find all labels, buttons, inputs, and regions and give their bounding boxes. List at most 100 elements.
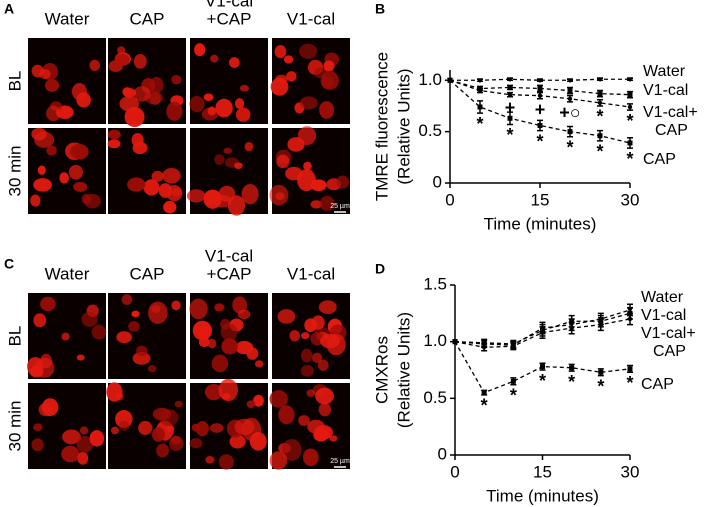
cell	[229, 57, 240, 68]
cell	[241, 184, 259, 205]
cell	[59, 172, 69, 184]
panel-label: B	[375, 1, 385, 17]
cell	[207, 338, 217, 349]
y-axis-label: (Relative Units)	[394, 68, 413, 184]
y-tick-label: 1.5	[423, 274, 447, 293]
cell	[234, 418, 255, 436]
panel-label: C	[4, 256, 14, 272]
cell	[234, 162, 243, 169]
cell	[310, 200, 323, 209]
cell	[196, 421, 209, 437]
cell	[107, 139, 121, 149]
y-axis-label: CMXRos	[372, 336, 391, 404]
point	[510, 378, 516, 384]
cell	[77, 451, 89, 465]
cell	[119, 420, 130, 431]
significance-marker: *	[481, 396, 488, 416]
cell	[46, 145, 57, 156]
y-tick-label: 0	[438, 444, 447, 463]
column-label: +CAP	[207, 264, 252, 283]
significance-marker: +	[505, 97, 516, 117]
cell	[89, 59, 101, 72]
cell	[299, 43, 318, 59]
cell	[214, 303, 225, 312]
cell	[147, 365, 157, 373]
cell	[171, 74, 182, 85]
cell	[31, 127, 47, 141]
cell	[38, 402, 54, 417]
significance-marker: *	[506, 125, 513, 145]
point	[627, 92, 633, 98]
point	[540, 364, 545, 370]
significance-marker: *	[566, 138, 573, 158]
cell	[320, 333, 340, 349]
cell	[315, 387, 334, 405]
scale-bar-label: 25 µm	[330, 458, 350, 465]
cell	[215, 98, 233, 118]
point	[567, 96, 573, 101]
cell	[207, 106, 217, 116]
cell	[254, 360, 264, 368]
cell	[210, 54, 219, 63]
x-tick-label: 30	[621, 190, 640, 209]
cell	[235, 107, 251, 122]
cell	[89, 430, 105, 447]
series-label: CAP	[641, 376, 674, 393]
cell	[289, 330, 301, 342]
cell	[124, 106, 145, 128]
cell	[189, 298, 208, 320]
point	[507, 77, 513, 83]
cell	[189, 95, 205, 113]
series-label: CAP	[643, 151, 676, 168]
cell	[61, 445, 80, 463]
cell	[204, 383, 223, 401]
cell	[329, 435, 338, 442]
point	[477, 104, 483, 110]
series-label: V1-cal+	[641, 325, 696, 342]
cell	[319, 101, 335, 119]
cell	[76, 436, 94, 453]
point	[569, 365, 575, 371]
cell	[303, 161, 312, 171]
significance-marker: *	[596, 142, 603, 162]
cell	[194, 43, 206, 57]
cell	[287, 137, 305, 152]
cell	[205, 456, 215, 464]
point	[477, 88, 483, 93]
cell	[278, 405, 295, 425]
cell	[311, 352, 323, 363]
cell	[220, 323, 238, 341]
cell	[128, 321, 140, 332]
cell	[166, 101, 183, 121]
cell	[133, 86, 151, 102]
cell	[336, 175, 350, 189]
cell	[320, 70, 339, 91]
cell	[277, 309, 296, 324]
cell	[68, 164, 83, 180]
cell	[121, 294, 133, 305]
cell	[192, 320, 212, 341]
cell	[40, 296, 56, 312]
cell	[186, 189, 206, 203]
cell	[275, 74, 288, 84]
point	[511, 344, 516, 349]
cell	[269, 451, 288, 470]
column-label: CAP	[130, 264, 165, 283]
panel-label: A	[4, 1, 14, 17]
point	[537, 122, 543, 128]
x-tick-label: 30	[621, 462, 640, 481]
point	[598, 322, 604, 327]
cell	[234, 98, 245, 109]
series-label: CAP	[655, 122, 688, 139]
cell	[114, 53, 130, 66]
column-label: V1-cal	[205, 246, 253, 265]
significance-marker: *	[536, 131, 543, 151]
cell	[132, 351, 151, 365]
point	[597, 77, 603, 83]
column-label: Water	[45, 264, 90, 283]
cell	[214, 154, 225, 165]
cell	[132, 141, 148, 155]
cell	[138, 420, 153, 435]
cell	[302, 448, 319, 467]
column-label: Water	[45, 9, 90, 28]
